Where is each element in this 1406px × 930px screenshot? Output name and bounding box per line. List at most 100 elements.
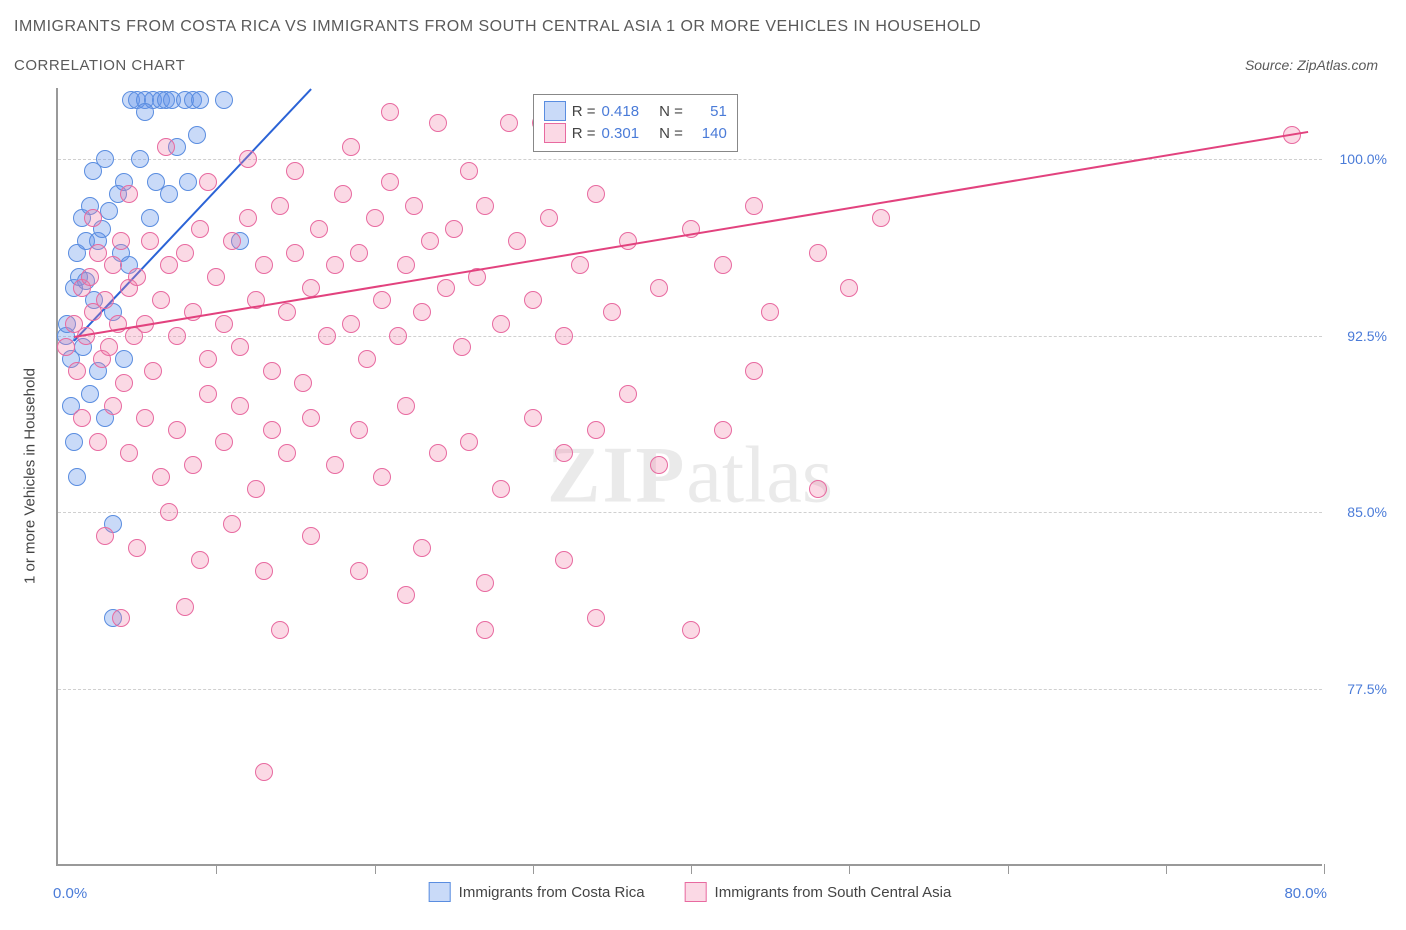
data-point-south_central_asia [120, 444, 138, 462]
y-tick-label: 100.0% [1327, 151, 1387, 167]
data-point-south_central_asia [231, 397, 249, 415]
data-point-south_central_asia [278, 303, 296, 321]
series-legend-label: Immigrants from South Central Asia [715, 884, 952, 901]
x-label-min: 0.0% [53, 885, 87, 902]
data-point-south_central_asia [104, 397, 122, 415]
series-legend-item: Immigrants from Costa Rica [429, 882, 645, 902]
legend-n-value: 140 [689, 125, 727, 142]
x-tick [849, 864, 850, 874]
x-tick [216, 864, 217, 874]
data-point-south_central_asia [714, 421, 732, 439]
data-point-south_central_asia [157, 138, 175, 156]
legend-n-label: N = [659, 125, 683, 142]
data-point-south_central_asia [682, 621, 700, 639]
data-point-south_central_asia [73, 409, 91, 427]
data-point-south_central_asia [381, 173, 399, 191]
data-point-south_central_asia [81, 268, 99, 286]
data-point-south_central_asia [191, 551, 209, 569]
data-point-south_central_asia [460, 162, 478, 180]
data-point-south_central_asia [508, 232, 526, 250]
data-point-south_central_asia [587, 185, 605, 203]
data-point-south_central_asia [326, 456, 344, 474]
data-point-south_central_asia [263, 362, 281, 380]
data-point-south_central_asia [294, 374, 312, 392]
x-tick [691, 864, 692, 874]
data-point-costa_rica [115, 350, 133, 368]
data-point-south_central_asia [199, 350, 217, 368]
data-point-south_central_asia [555, 444, 573, 462]
data-point-south_central_asia [263, 421, 281, 439]
series-legend: Immigrants from Costa Rica Immigrants fro… [429, 882, 952, 902]
legend-row-south_central_asia: R =0.301N =140 [544, 123, 727, 143]
gridline [58, 512, 1322, 513]
data-point-south_central_asia [136, 409, 154, 427]
y-tick-label: 77.5% [1327, 681, 1387, 697]
y-tick-label: 92.5% [1327, 328, 1387, 344]
data-point-south_central_asia [239, 209, 257, 227]
legend-r-value: 0.418 [602, 103, 640, 120]
data-point-south_central_asia [168, 421, 186, 439]
data-point-south_central_asia [429, 114, 447, 132]
data-point-south_central_asia [761, 303, 779, 321]
data-point-south_central_asia [619, 232, 637, 250]
data-point-south_central_asia [168, 327, 186, 345]
data-point-south_central_asia [115, 374, 133, 392]
data-point-south_central_asia [476, 197, 494, 215]
data-point-south_central_asia [239, 150, 257, 168]
data-point-south_central_asia [120, 185, 138, 203]
data-point-south_central_asia [57, 338, 75, 356]
plot-area: ZIPatlas 1 or more Vehicles in Household… [56, 88, 1322, 866]
gridline [58, 689, 1322, 690]
data-point-south_central_asia [141, 232, 159, 250]
data-point-south_central_asia [500, 114, 518, 132]
data-point-south_central_asia [342, 315, 360, 333]
data-point-south_central_asia [326, 256, 344, 274]
data-point-south_central_asia [160, 256, 178, 274]
data-point-south_central_asia [278, 444, 296, 462]
data-point-south_central_asia [397, 256, 415, 274]
data-point-south_central_asia [191, 220, 209, 238]
data-point-south_central_asia [112, 232, 130, 250]
x-tick [375, 864, 376, 874]
x-tick [1324, 864, 1325, 874]
data-point-south_central_asia [555, 327, 573, 345]
data-point-south_central_asia [389, 327, 407, 345]
data-point-south_central_asia [809, 244, 827, 262]
data-point-south_central_asia [223, 515, 241, 533]
y-axis-label: 1 or more Vehicles in Household [22, 368, 39, 584]
data-point-costa_rica [191, 91, 209, 109]
data-point-south_central_asia [96, 291, 114, 309]
data-point-south_central_asia [429, 444, 447, 462]
data-point-south_central_asia [650, 456, 668, 474]
data-point-south_central_asia [872, 209, 890, 227]
data-point-south_central_asia [310, 220, 328, 238]
data-point-south_central_asia [413, 539, 431, 557]
data-point-south_central_asia [144, 362, 162, 380]
data-point-south_central_asia [128, 268, 146, 286]
data-point-south_central_asia [524, 409, 542, 427]
data-point-south_central_asia [302, 527, 320, 545]
data-point-south_central_asia [318, 327, 336, 345]
data-point-south_central_asia [587, 609, 605, 627]
data-point-south_central_asia [366, 209, 384, 227]
data-point-south_central_asia [152, 291, 170, 309]
data-point-south_central_asia [215, 315, 233, 333]
legend-row-costa_rica: R =0.418N =51 [544, 101, 727, 121]
data-point-south_central_asia [476, 621, 494, 639]
data-point-south_central_asia [286, 244, 304, 262]
data-point-south_central_asia [271, 197, 289, 215]
data-point-costa_rica [81, 385, 99, 403]
data-point-south_central_asia [397, 397, 415, 415]
data-point-south_central_asia [603, 303, 621, 321]
data-point-south_central_asia [421, 232, 439, 250]
data-point-costa_rica [96, 150, 114, 168]
data-point-south_central_asia [555, 551, 573, 569]
correlation-legend: R =0.418N =51R =0.301N =140 [533, 94, 738, 152]
data-point-south_central_asia [571, 256, 589, 274]
data-point-costa_rica [188, 126, 206, 144]
chart-subtitle: CORRELATION CHART [14, 57, 185, 74]
data-point-south_central_asia [373, 291, 391, 309]
data-point-south_central_asia [358, 350, 376, 368]
data-point-south_central_asia [397, 586, 415, 604]
data-point-south_central_asia [745, 197, 763, 215]
